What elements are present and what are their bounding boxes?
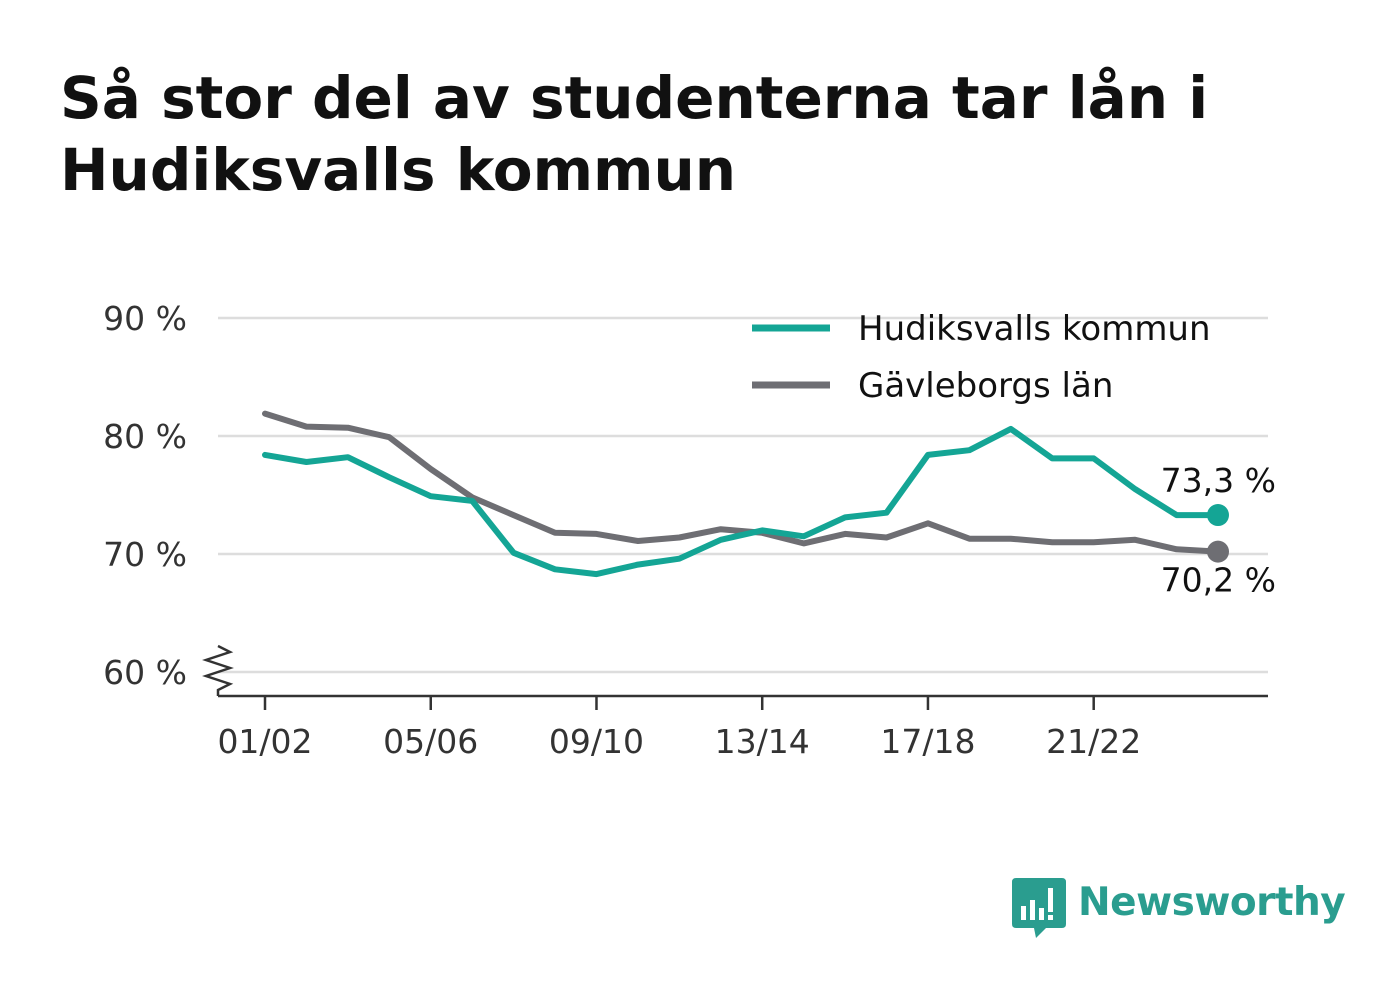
series-line <box>262 410 1221 555</box>
newsworthy-logo: Newsworthy <box>1010 878 1346 942</box>
series-end-point <box>1207 540 1229 563</box>
brand-name: Newsworthy <box>1078 880 1346 925</box>
legend-label: Gävleborgs län <box>858 366 1113 406</box>
legend: Hudiksvalls kommun Gävleborgs län <box>752 309 1211 406</box>
y-tick-label: 60 % <box>103 653 187 692</box>
series-lines <box>262 410 1221 578</box>
series-line <box>262 425 1221 578</box>
x-tick-label: 09/10 <box>549 722 644 761</box>
series-end-label: 73,3 % <box>1161 461 1276 500</box>
newsworthy-logo-icon <box>1012 878 1066 938</box>
axis-break-icon <box>202 644 234 696</box>
x-axis: 01/02 05/06 09/10 13/14 17/18 21/22 <box>202 644 1268 761</box>
series-endpoints: 70,2 % 73,3 % <box>1161 461 1276 600</box>
x-tick-label: 13/14 <box>715 722 810 761</box>
legend-label: Hudiksvalls kommun <box>858 309 1211 349</box>
chart-title: Så stor del av studenterna tar lån i Hud… <box>60 64 1209 204</box>
y-axis-tick-labels: 60 % 70 % 80 % 90 % <box>103 299 187 692</box>
y-tick-label: 70 % <box>103 535 187 574</box>
gridlines <box>218 316 1268 674</box>
x-tick-label: 21/22 <box>1046 722 1141 761</box>
y-tick-label: 90 % <box>103 299 187 338</box>
x-tick-label: 17/18 <box>880 722 975 761</box>
series-end-point <box>1207 504 1229 527</box>
x-tick-label: 05/06 <box>383 722 478 761</box>
series-end-label: 70,2 % <box>1161 561 1276 600</box>
y-tick-label: 80 % <box>103 417 187 456</box>
x-tick-label: 01/02 <box>217 722 312 761</box>
